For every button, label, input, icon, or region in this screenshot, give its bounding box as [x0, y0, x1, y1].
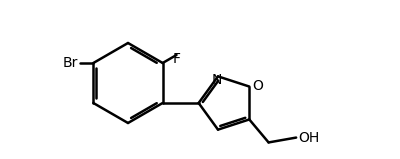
Text: N: N	[212, 73, 222, 87]
Text: OH: OH	[298, 131, 320, 145]
Text: F: F	[172, 52, 180, 66]
Text: Br: Br	[63, 56, 78, 70]
Text: O: O	[252, 79, 263, 93]
